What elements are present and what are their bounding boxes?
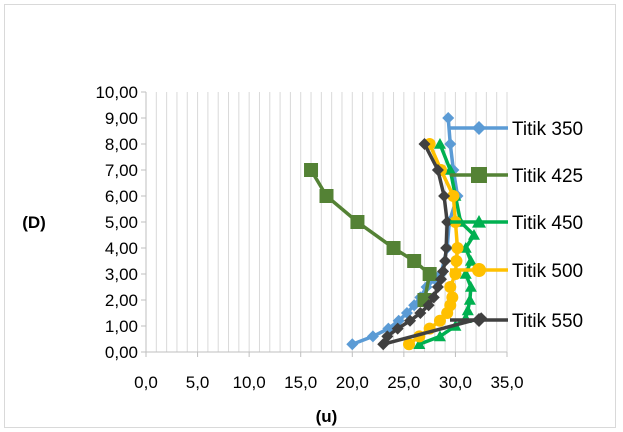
data-point (304, 163, 319, 177)
data-point (418, 138, 431, 150)
data-point (427, 291, 440, 304)
y-tick-label: 7,00 (105, 161, 138, 180)
data-point (442, 112, 455, 124)
y-tick-label: 4,00 (105, 239, 138, 258)
data-point (413, 338, 426, 349)
y-tick-label: 0,00 (105, 343, 138, 362)
y-tick-label: 1,00 (105, 317, 138, 336)
data-point (319, 189, 334, 203)
data-point (472, 215, 486, 228)
axes (141, 91, 508, 357)
data-point (446, 291, 459, 304)
x-tick-label: 5,0 (186, 373, 210, 392)
data-point (433, 138, 446, 149)
series-line (351, 117, 460, 346)
data-point (450, 255, 463, 267)
data-point (464, 281, 477, 292)
data-point (422, 267, 437, 281)
data-point (386, 241, 401, 255)
data-point (422, 299, 435, 312)
y-tick-label: 2,00 (105, 291, 138, 310)
data-point (444, 138, 457, 150)
data-point (451, 242, 464, 254)
chart-frame (4, 4, 616, 428)
data-point (472, 121, 486, 135)
x-tick-label: 20,0 (336, 373, 369, 392)
data-point (472, 263, 486, 277)
data-point (437, 265, 450, 278)
x-tick-label: 30,0 (439, 373, 472, 392)
legend-label: Titik 350 (512, 119, 583, 140)
y-tick-label: 8,00 (105, 135, 138, 154)
y-tick-label: 5,00 (105, 213, 138, 232)
legend-entry: Titik 350 (450, 119, 583, 140)
series-titik-425 (304, 163, 437, 307)
legend-entry: Titik 450 (450, 213, 583, 234)
legend-entry: Titik 550 (450, 311, 583, 332)
x-tick-label: 10,0 (233, 373, 266, 392)
legend: Titik 350 Titik 425 Titik 450 Titik 500 Titi… (450, 119, 583, 332)
x-tick-label: 35,0 (490, 373, 523, 392)
y-tick-label: 9,00 (105, 109, 138, 128)
data-point (433, 314, 446, 327)
x-tick-label: 0,0 (134, 373, 158, 392)
data-point (438, 190, 451, 202)
data-point (444, 164, 457, 175)
data-point (461, 304, 474, 316)
data-point (407, 254, 422, 268)
tick-labels: 0,00 1,00 2,00 3,00 4,00 5,00 6,00 7,00 8,00 9,00… (95, 83, 523, 392)
data-point (403, 338, 416, 351)
x-tick-label: 25,0 (387, 373, 420, 392)
data-point (464, 255, 477, 266)
data-point (350, 215, 365, 229)
legend-label: Titik 500 (512, 261, 583, 282)
data-point (433, 330, 446, 342)
data-point (346, 338, 359, 351)
data-point (463, 294, 476, 305)
data-point (414, 307, 427, 319)
data-point (472, 313, 486, 327)
y-tick-label: 10,00 (95, 83, 138, 102)
series-titik-550 (377, 138, 488, 351)
data-point (431, 164, 444, 176)
data-point (471, 167, 487, 183)
data-point (408, 299, 421, 312)
data-point (440, 242, 453, 254)
y-axis-title: (D) (22, 213, 46, 232)
x-axis-title: (u) (316, 407, 338, 426)
y-tick-label: 3,00 (105, 265, 138, 284)
y-tick-label: 6,00 (105, 187, 138, 206)
x-tick-label: 15,0 (284, 373, 317, 392)
legend-entry: Titik 425 (450, 166, 583, 187)
legend-label: Titik 550 (512, 311, 583, 332)
data-point (439, 255, 452, 267)
legend-entry: Titik 500 (450, 261, 583, 282)
series-titik-450 (413, 138, 480, 349)
legend-label: Titik 450 (512, 213, 583, 234)
series-layer (304, 112, 488, 351)
data-point (404, 314, 417, 327)
data-point (392, 314, 405, 327)
data-point (459, 268, 472, 279)
data-point (444, 281, 457, 293)
data-point (381, 330, 394, 343)
data-point (441, 216, 454, 228)
data-point (391, 322, 404, 335)
legend-label: Titik 425 (512, 166, 583, 187)
data-point (467, 229, 480, 240)
data-point (447, 190, 460, 202)
data-point (366, 330, 379, 343)
